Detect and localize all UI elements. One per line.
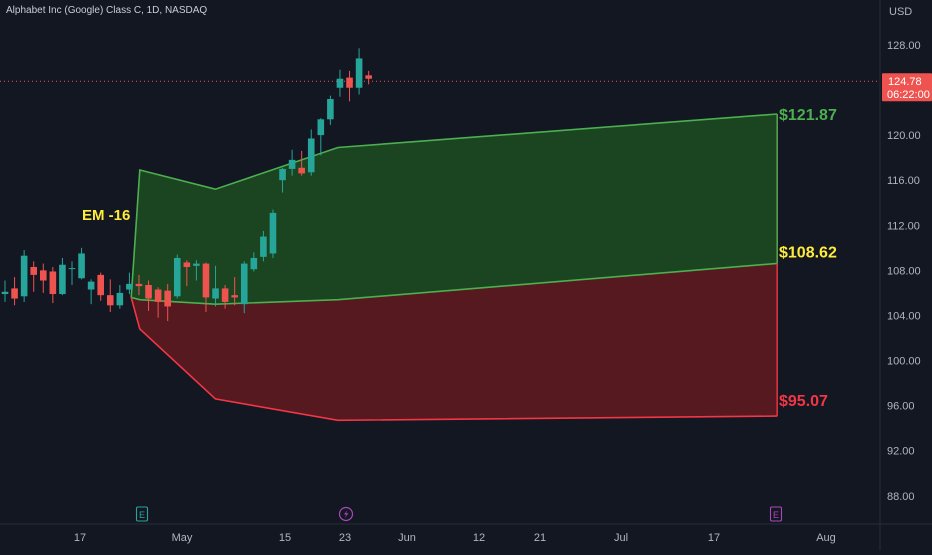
candle-body bbox=[1, 291, 9, 295]
candle-body bbox=[97, 274, 104, 296]
lightning-icon bbox=[344, 510, 349, 519]
last-price-value: 124.78 bbox=[888, 76, 922, 88]
upper-band-fill bbox=[131, 114, 778, 305]
upper-band-label: $121.87 bbox=[779, 107, 837, 124]
candle-body bbox=[78, 253, 85, 279]
price-tick-label: 100.00 bbox=[887, 356, 921, 368]
candle-body bbox=[39, 270, 47, 281]
last-price-tag bbox=[882, 73, 932, 102]
candle-body bbox=[269, 212, 277, 254]
candle-body bbox=[307, 138, 315, 173]
price-tick-label: 96.00 bbox=[887, 401, 915, 413]
candle-body bbox=[87, 281, 95, 290]
candle-body bbox=[365, 75, 372, 79]
candle-body bbox=[260, 236, 267, 257]
price-tick-label: 108.00 bbox=[887, 265, 921, 277]
upper-band-line bbox=[130, 113, 778, 298]
candle-body bbox=[30, 266, 38, 275]
candle-body bbox=[59, 264, 66, 295]
candle-body bbox=[106, 295, 114, 306]
candle-body bbox=[327, 99, 334, 120]
candle-body bbox=[279, 168, 286, 181]
time-tick-label: Jun bbox=[398, 532, 416, 544]
candle-body bbox=[212, 288, 219, 299]
price-tick-label: 104.00 bbox=[887, 310, 921, 322]
time-tick-label: May bbox=[172, 532, 193, 544]
time-tick-label: Jul bbox=[614, 532, 628, 544]
chart-title: Alphabet Inc (Google) Class C, 1D, NASDA… bbox=[6, 5, 208, 16]
time-tick-label: Aug bbox=[816, 532, 836, 544]
price-tick-label: 128.00 bbox=[887, 40, 921, 52]
price-tick-label: 116.00 bbox=[887, 175, 920, 187]
lower-band-line bbox=[130, 297, 778, 422]
lower-band-fill bbox=[131, 263, 778, 421]
candle-body bbox=[20, 255, 28, 297]
candle-body bbox=[68, 268, 76, 270]
candle-body bbox=[11, 288, 18, 299]
candle-body bbox=[135, 283, 143, 287]
candle-body bbox=[49, 271, 57, 295]
price-tick-label: 92.00 bbox=[887, 446, 915, 458]
candle-body bbox=[250, 257, 258, 270]
candle-body bbox=[336, 78, 344, 88]
candle-body bbox=[183, 262, 191, 267]
candle-body bbox=[221, 288, 229, 302]
price-tick-label: 112.00 bbox=[887, 220, 920, 232]
lower-band-label: $95.07 bbox=[779, 393, 828, 410]
earnings-event-icon[interactable] bbox=[135, 506, 149, 522]
candle-body bbox=[164, 290, 171, 307]
candle-body bbox=[126, 283, 133, 290]
middle-band-label: $108.62 bbox=[779, 244, 837, 261]
em-label: EM -16 bbox=[82, 207, 130, 224]
earnings-event-label: E bbox=[139, 510, 145, 520]
candle-body bbox=[346, 77, 353, 88]
candle-body bbox=[298, 167, 305, 174]
time-tick-label: 17 bbox=[708, 532, 720, 544]
earnings-event-label: E bbox=[773, 510, 779, 520]
candle-body bbox=[193, 263, 200, 266]
candle-body bbox=[355, 58, 363, 88]
time-tick-label: 23 bbox=[339, 532, 351, 544]
price-tick-label: 88.00 bbox=[887, 491, 915, 503]
candle-body bbox=[288, 159, 296, 169]
candle-body bbox=[145, 285, 152, 299]
candle-body bbox=[154, 289, 162, 302]
candle-body bbox=[116, 292, 124, 306]
candle-body bbox=[240, 263, 248, 305]
split-event-icon[interactable] bbox=[338, 506, 354, 522]
candle-body bbox=[231, 295, 238, 298]
currency-label: USD bbox=[889, 6, 912, 18]
candle-body bbox=[202, 263, 210, 298]
time-tick-label: 12 bbox=[473, 532, 485, 544]
time-tick-label: 21 bbox=[534, 532, 546, 544]
last-price-time: 06:22:00 bbox=[887, 89, 930, 101]
candle-body bbox=[173, 257, 181, 297]
price-tick-label: 120.00 bbox=[887, 130, 921, 142]
time-tick-label: 17 bbox=[74, 532, 86, 544]
earnings-event-icon[interactable] bbox=[769, 506, 783, 522]
candle-body bbox=[317, 119, 325, 136]
time-tick-label: 15 bbox=[279, 532, 291, 544]
